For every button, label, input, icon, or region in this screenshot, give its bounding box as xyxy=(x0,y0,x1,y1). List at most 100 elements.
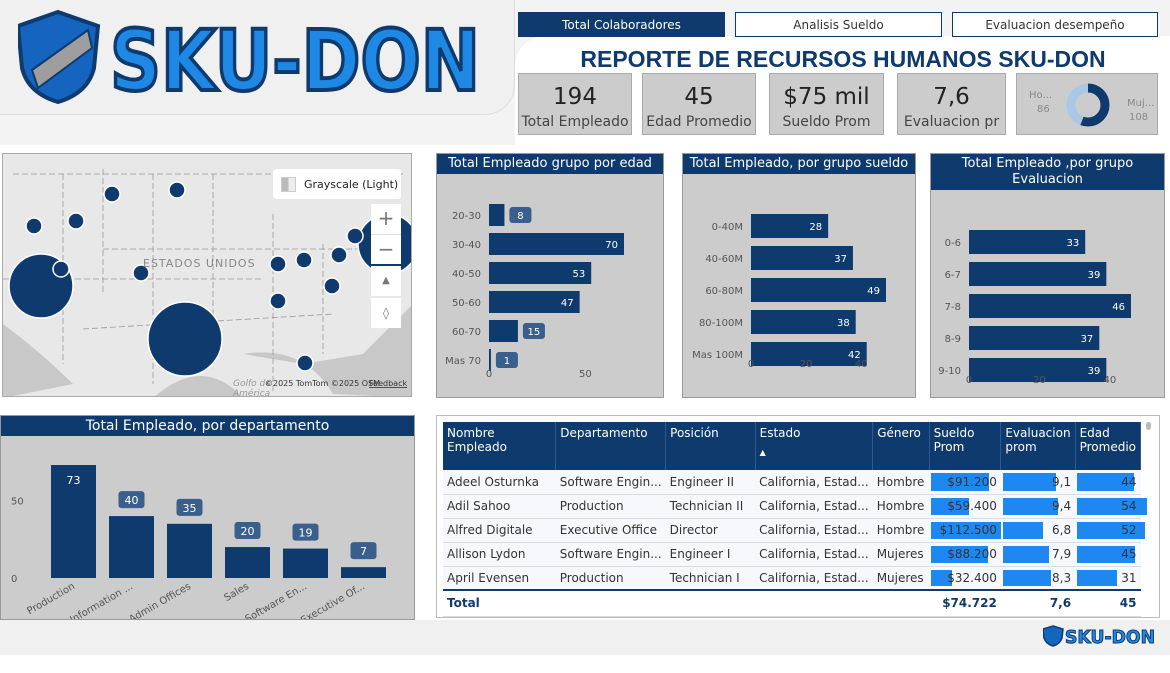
category-label: 60-80M xyxy=(705,286,743,297)
table-cell: California, Estad... xyxy=(755,542,873,567)
table-cell: Hombre xyxy=(872,470,930,495)
bar[interactable] xyxy=(225,547,270,578)
bar[interactable] xyxy=(969,358,1107,382)
bar[interactable] xyxy=(751,310,856,334)
bar[interactable] xyxy=(489,262,592,284)
x-tick-label: 40 xyxy=(855,359,868,370)
footer-logo: SKU-DON xyxy=(1043,625,1156,648)
table-cell: 6,8 xyxy=(1000,518,1076,543)
data-label: 38 xyxy=(837,318,850,329)
data-bar xyxy=(1077,545,1136,563)
data-label: 1 xyxy=(504,356,510,367)
donut-value-mujeres: 108 xyxy=(1129,112,1148,123)
column-header[interactable]: Género xyxy=(872,422,930,470)
table-cell: 52 xyxy=(1075,518,1145,543)
category-label: 7-8 xyxy=(945,302,961,313)
x-tick-label: 0 xyxy=(966,375,972,386)
category-label: 40-50 xyxy=(452,269,481,280)
chart-title: Total Empleado, por grupo sueldo xyxy=(683,154,915,174)
category-label: 40-60M xyxy=(705,254,743,265)
total-cell xyxy=(755,589,873,617)
total-cell: Total xyxy=(443,589,556,617)
table-row[interactable]: Adil Sahoo Production Technician II Califor… xyxy=(443,494,1148,519)
data-label-box xyxy=(495,352,518,368)
data-bar xyxy=(931,497,970,515)
sort-ascending-icon[interactable]: ▲ xyxy=(759,448,766,457)
bar[interactable] xyxy=(969,294,1131,318)
bar[interactable] xyxy=(489,291,580,313)
category-label: 30-40 xyxy=(452,240,481,251)
bar[interactable] xyxy=(341,567,386,578)
table-cell: Software Engin... xyxy=(555,542,666,567)
column-header[interactable]: Departamento xyxy=(555,422,667,470)
data-label: 70 xyxy=(605,240,618,251)
category-label: 0-6 xyxy=(945,238,961,249)
bar[interactable] xyxy=(489,233,624,255)
table-cell: 31 xyxy=(1075,566,1141,591)
data-bar xyxy=(1002,569,1052,586)
kpi-label: Evaluacion pr xyxy=(903,114,1000,130)
table-cell: Technician II xyxy=(665,494,756,519)
zoom-out-button[interactable]: − xyxy=(371,234,401,264)
bar[interactable] xyxy=(283,548,328,578)
data-label: 7 xyxy=(360,545,367,558)
svg-text:SKU-DON: SKU-DON xyxy=(110,12,480,108)
bar[interactable] xyxy=(751,214,829,238)
column-header[interactable]: Posición xyxy=(665,422,756,470)
bar[interactable] xyxy=(109,516,154,578)
category-label: Mas 70 xyxy=(445,356,481,367)
bar[interactable] xyxy=(489,320,518,342)
zoom-in-button[interactable]: + xyxy=(371,204,401,234)
column-header[interactable]: Sueldo Prom xyxy=(929,422,1002,470)
table-cell: 54 xyxy=(1075,494,1148,519)
column-header[interactable]: Nombre Empleado xyxy=(443,422,557,470)
tab-total-colaboradores[interactable]: Total Colaboradores xyxy=(518,12,725,37)
employee-table-visual: Nombre Empleado Departamento Posición Estad… xyxy=(436,415,1160,618)
table-row[interactable]: Adeel Osturnka Software Engin... Engineer … xyxy=(443,470,1141,495)
compass-button[interactable]: ◊ xyxy=(371,298,401,328)
donut-label-mujeres: Muj... xyxy=(1127,98,1154,109)
chart-sueldo-panel: Total Empleado, por grupo sueldo 0-40M 28… xyxy=(682,153,916,398)
table-row[interactable]: Alfred Digitale Executive Office Director C… xyxy=(443,518,1145,543)
table-scrollbar[interactable] xyxy=(1146,422,1151,430)
total-cell xyxy=(872,589,930,617)
map-style-button[interactable]: Grayscale (Light) xyxy=(273,169,401,199)
map-visual[interactable]: ESTADOS UNIDOS Golfo de América ©2025 To… xyxy=(2,153,412,397)
bar[interactable] xyxy=(489,349,491,371)
tilt-button[interactable]: ▲ xyxy=(371,266,401,296)
bar[interactable] xyxy=(489,204,505,226)
column-header[interactable]: Edad Promedio xyxy=(1075,422,1142,470)
table-cell: 45 xyxy=(1075,542,1141,567)
data-label: 28 xyxy=(809,222,822,233)
bar[interactable] xyxy=(751,278,886,302)
table-cell: California, Estad... xyxy=(755,566,873,591)
kpi-edad-promedio: 45 Edad Promedio xyxy=(642,73,756,135)
table-cell: Director xyxy=(665,518,756,543)
page-title: REPORTE DE RECURSOS HUMANOS SKU-DON xyxy=(580,46,1106,72)
map-bubble-texas xyxy=(147,301,223,377)
tab-evaluacion-desempeno[interactable]: Evaluacion desempeño xyxy=(952,12,1158,37)
map-feedback-link: Feedback xyxy=(369,379,407,388)
bar[interactable] xyxy=(969,326,1100,350)
data-label: 53 xyxy=(572,269,585,280)
table-row[interactable]: April Evensen Production Technician I Calif… xyxy=(443,566,1141,591)
table-cell: $112.500 xyxy=(929,518,1004,543)
data-label: 73 xyxy=(67,474,81,487)
bar[interactable] xyxy=(751,246,853,270)
data-label: 49 xyxy=(867,286,880,297)
table-cell: 8,3 xyxy=(1000,566,1076,591)
tab-analisis-sueldo[interactable]: Analisis Sueldo xyxy=(735,12,942,37)
kpi-label: Sueldo Prom xyxy=(782,114,871,130)
bar[interactable] xyxy=(751,342,867,366)
bar[interactable] xyxy=(51,465,96,578)
bar[interactable] xyxy=(969,230,1086,254)
table-row[interactable]: Allison Lydon Software Engin... Engineer I… xyxy=(443,542,1141,567)
gender-donut-chart[interactable]: Ho... 86 Muj... 108 xyxy=(1017,74,1158,135)
bar[interactable] xyxy=(167,523,212,578)
data-bar xyxy=(1077,521,1145,539)
compass-icon: ◊ xyxy=(383,306,389,320)
column-header[interactable]: Estado ▲ xyxy=(755,422,874,470)
column-header[interactable]: Evaluacion prom xyxy=(1000,422,1076,470)
data-label: 19 xyxy=(299,527,313,540)
bar[interactable] xyxy=(969,262,1107,286)
